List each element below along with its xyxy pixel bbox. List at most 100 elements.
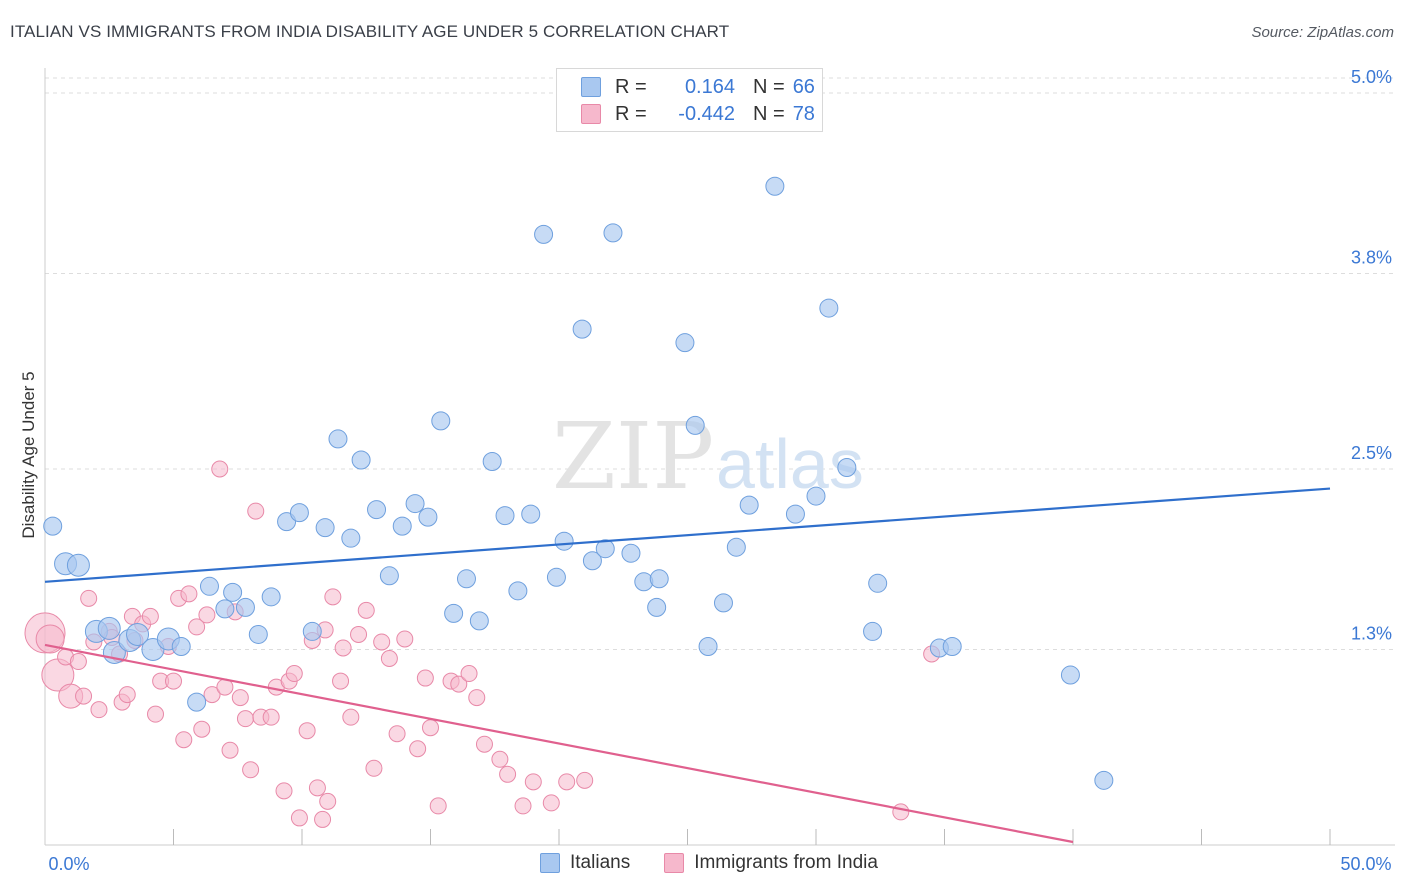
- legend-row-italians: R = 0.164 N = 66: [581, 75, 815, 99]
- data-point-india: [203, 686, 221, 704]
- data-point-italians: [341, 528, 361, 548]
- y-tick-label: 5.0%: [1351, 67, 1392, 87]
- data-point-italians: [289, 503, 309, 523]
- data-point-italians: [66, 553, 90, 577]
- data-point-italians: [223, 582, 243, 602]
- legend-swatch-pink: [664, 853, 685, 873]
- data-point-italians: [765, 176, 785, 196]
- data-point-india: [491, 750, 509, 768]
- data-point-italians: [546, 567, 566, 587]
- data-point-italians: [392, 516, 412, 536]
- data-point-italians: [572, 319, 592, 339]
- trend-line-india: [44, 643, 1074, 844]
- data-point-india: [334, 639, 352, 657]
- data-point-italians: [495, 506, 515, 526]
- data-point-india: [308, 779, 326, 797]
- data-point-italians: [328, 429, 348, 449]
- data-point-italians: [315, 518, 335, 538]
- legend-n-label: N =: [753, 102, 785, 125]
- data-point-india: [180, 585, 198, 603]
- data-point-italians: [739, 495, 759, 515]
- data-point-italians: [171, 636, 191, 656]
- data-point-italians: [675, 333, 695, 353]
- data-point-italians: [595, 539, 615, 559]
- data-point-india: [514, 797, 532, 815]
- data-point-italians: [126, 622, 150, 646]
- data-point-italians: [582, 551, 602, 571]
- data-point-india: [147, 705, 165, 723]
- grid-layer: [45, 77, 1395, 650]
- data-point-italians: [418, 507, 438, 527]
- data-point-india: [319, 792, 337, 810]
- data-point-india: [396, 630, 414, 648]
- data-point-india: [892, 803, 910, 821]
- data-point-india: [275, 782, 293, 800]
- data-point-italians: [685, 415, 705, 435]
- legend-label-italians: Italians: [570, 852, 631, 873]
- data-point-india: [324, 588, 342, 606]
- legend-swatch-blue: [581, 77, 601, 97]
- data-point-india: [524, 773, 542, 791]
- legend-item-india[interactable]: Immigrants from India: [664, 852, 878, 874]
- data-point-india: [69, 653, 87, 671]
- y-tick-label: 1.3%: [1351, 623, 1392, 643]
- data-point-italians: [367, 500, 387, 520]
- data-point-italians: [199, 576, 219, 596]
- data-point-india: [247, 502, 265, 520]
- data-point-italians: [431, 411, 451, 431]
- data-point-italians: [261, 587, 281, 607]
- data-point-italians: [379, 566, 399, 586]
- data-point-india: [460, 665, 478, 683]
- data-point-india: [75, 687, 93, 705]
- axis-layer: [44, 68, 1395, 846]
- legend-r-value: -0.442: [678, 102, 735, 125]
- data-point-italians: [806, 486, 826, 506]
- data-point-italians: [621, 543, 641, 563]
- data-point-italians: [97, 616, 121, 640]
- data-point-italians: [43, 516, 63, 536]
- data-point-india: [429, 797, 447, 815]
- data-point-italians: [1060, 665, 1080, 685]
- legend-r-label: R =: [615, 102, 647, 125]
- legend-r-label: R =: [615, 75, 647, 98]
- data-point-italians: [785, 504, 805, 524]
- data-point-italians: [942, 636, 962, 656]
- x-tick-label: 0.0%: [48, 854, 89, 874]
- data-point-india: [380, 650, 398, 668]
- data-point-italians: [482, 451, 502, 471]
- data-point-india: [242, 761, 260, 779]
- x-tick-label: 50.0%: [1340, 854, 1391, 874]
- data-point-india: [350, 625, 368, 643]
- data-point-india: [236, 710, 254, 728]
- data-point-india: [365, 759, 383, 777]
- legend-r-value: 0.164: [684, 75, 735, 98]
- data-point-india: [468, 689, 486, 707]
- data-point-india: [409, 740, 427, 758]
- data-point-india: [290, 809, 308, 827]
- y-tick-label: 2.5%: [1351, 443, 1392, 463]
- correlation-legend: R = 0.164 N = 66 R = -0.442 N = 78: [556, 68, 823, 132]
- tick-labels: 1.3% 2.5% 3.8% 5.0% 0.0% 50.0%: [48, 67, 1392, 874]
- data-point-italians: [863, 621, 883, 641]
- data-point-india: [90, 701, 108, 719]
- data-point-italians: [634, 572, 654, 592]
- data-point-india: [193, 720, 211, 738]
- data-point-italians: [647, 597, 667, 617]
- data-point-italians: [534, 224, 554, 244]
- data-point-italians: [187, 692, 207, 712]
- data-point-india: [558, 773, 576, 791]
- legend-item-italians[interactable]: Italians: [540, 852, 630, 874]
- data-point-italians: [868, 573, 888, 593]
- data-point-italians: [726, 537, 746, 557]
- data-point-italians: [554, 531, 574, 551]
- data-point-italians: [1094, 770, 1114, 790]
- data-point-india: [342, 708, 360, 726]
- data-point-italians: [235, 597, 255, 617]
- data-point-india: [542, 794, 560, 812]
- data-point-italians: [302, 621, 322, 641]
- y-tick-label: 3.8%: [1351, 247, 1392, 267]
- data-point-italians: [444, 603, 464, 623]
- data-point-india: [422, 719, 439, 737]
- data-point-india: [262, 708, 280, 726]
- legend-n-value: 78: [792, 102, 815, 125]
